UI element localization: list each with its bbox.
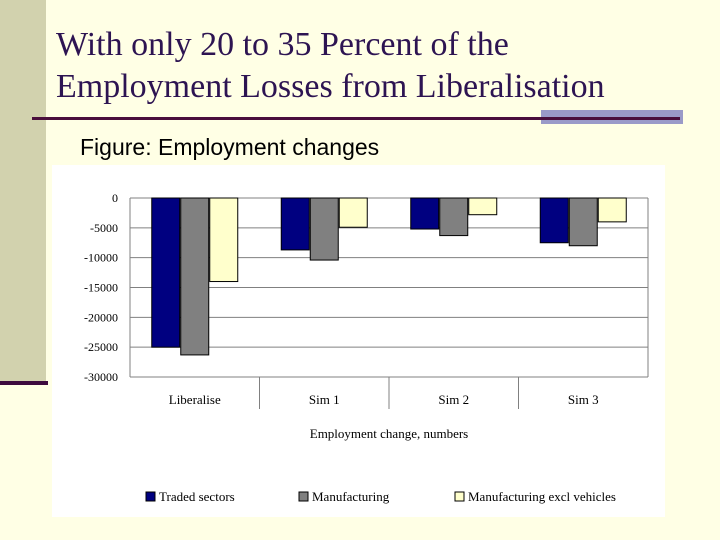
y-tick-label: -15000 bbox=[84, 281, 118, 295]
x-axis-title: Employment change, numbers bbox=[310, 426, 469, 441]
x-category-label: Sim 1 bbox=[309, 392, 340, 407]
y-tick-label: -30000 bbox=[84, 370, 118, 384]
figure-caption: Figure: Employment changes bbox=[80, 134, 380, 160]
x-category-label: Sim 3 bbox=[568, 392, 599, 407]
bar-1-1 bbox=[309, 197, 339, 261]
bar-0-3 bbox=[539, 197, 569, 244]
employment-changes-chart: 0 -5000 -10000 -15000 -20000 -25000 -30000 Libe… bbox=[84, 191, 649, 504]
side-stripe-bottom-rule bbox=[0, 381, 48, 385]
y-tick-label: -10000 bbox=[84, 251, 118, 265]
x-category-label: Sim 2 bbox=[438, 392, 469, 407]
side-stripe bbox=[0, 0, 46, 383]
bar-1-2 bbox=[439, 197, 469, 237]
bar-1-0 bbox=[180, 197, 210, 356]
legend-label-2: Manufacturing excl vehicles bbox=[468, 489, 616, 504]
bar-0-2 bbox=[410, 197, 440, 230]
bar-2-2 bbox=[468, 197, 498, 216]
bar-0-0 bbox=[151, 197, 181, 348]
x-category-label: Liberalise bbox=[169, 392, 221, 407]
slide-title-line-1: With only 20 to 35 Percent of the bbox=[56, 26, 509, 63]
slide-title-line-2: Employment Losses from Liberalisation bbox=[56, 68, 605, 105]
bar-0-1 bbox=[280, 197, 310, 251]
bar-2-1 bbox=[338, 197, 368, 228]
chart-panel: 0 -5000 -10000 -15000 -20000 -25000 -30000 Libe… bbox=[52, 165, 665, 517]
y-tick-label: -25000 bbox=[84, 340, 118, 354]
bar-1-3 bbox=[568, 197, 598, 247]
legend-swatch-2 bbox=[454, 491, 465, 502]
legend-swatch-1 bbox=[298, 491, 309, 502]
legend-label-0: Traded sectors bbox=[159, 489, 235, 504]
y-tick-label: -20000 bbox=[84, 310, 118, 324]
legend-label-1: Manufacturing bbox=[312, 489, 390, 504]
bar-2-0 bbox=[209, 197, 239, 283]
bar-2-3 bbox=[597, 197, 627, 223]
slide-title: With only 20 to 35 Percent of the Employ… bbox=[56, 24, 696, 108]
title-rule bbox=[32, 117, 680, 120]
y-tick-label: 0 bbox=[112, 191, 118, 205]
legend-swatch-0 bbox=[145, 491, 156, 502]
y-tick-label: -5000 bbox=[90, 221, 118, 235]
